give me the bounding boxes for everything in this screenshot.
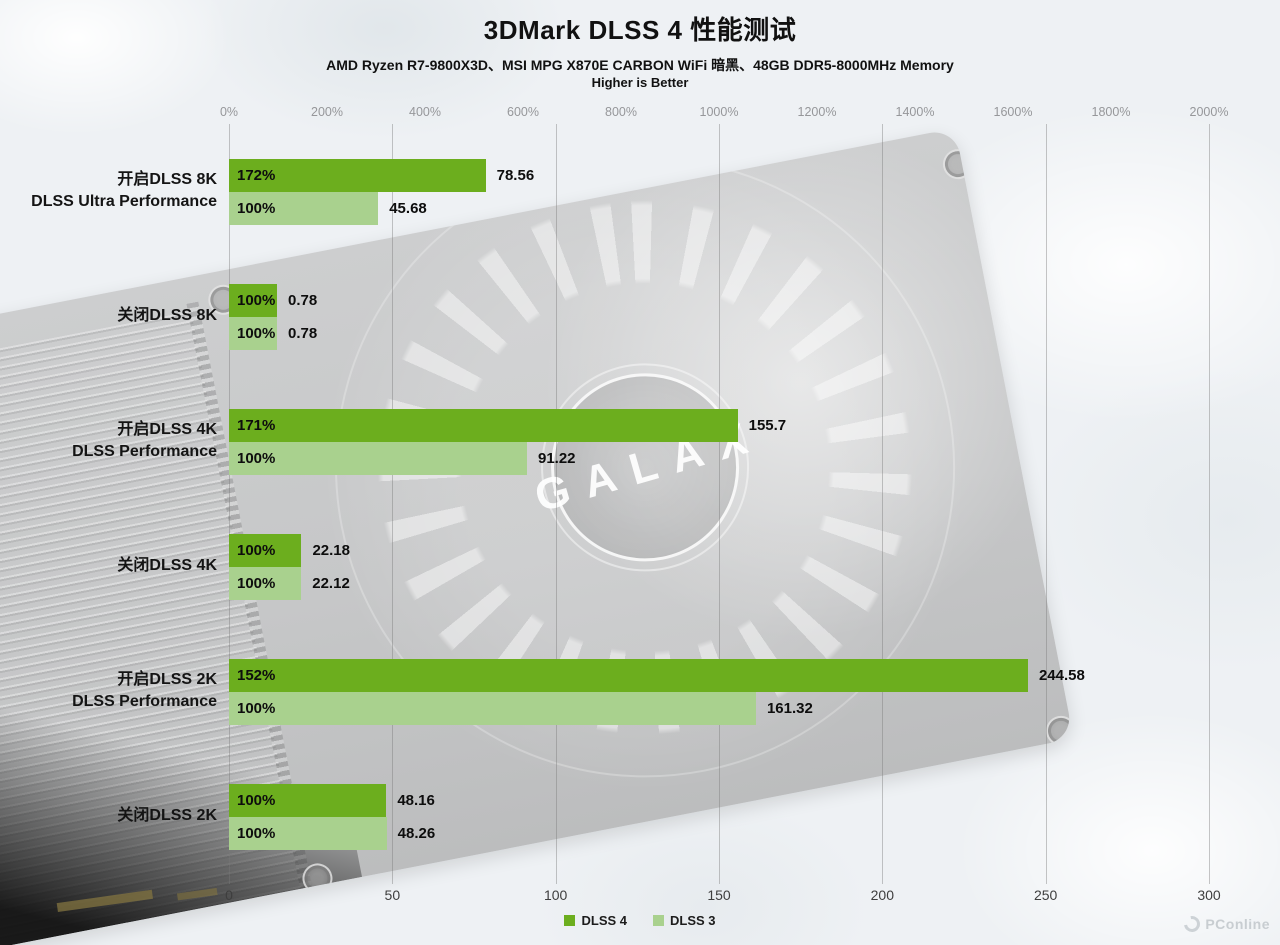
bar-value-label: 22.18 xyxy=(312,542,350,559)
bar-dlss-4: 100% xyxy=(229,534,302,567)
bar-percent-label: 100% xyxy=(237,450,276,467)
bottom-axis-label: 50 xyxy=(384,887,401,903)
bottom-axis-label: 250 xyxy=(1033,887,1058,903)
bar-percent-label: 100% xyxy=(237,542,276,559)
bar-dlss-3: 100% xyxy=(229,567,302,600)
bar-value-label: 22.12 xyxy=(312,575,350,592)
bar-value-label: 48.16 xyxy=(397,792,435,809)
legend-item: DLSS 4 xyxy=(564,913,627,928)
category-label-line: 开启DLSS 2K xyxy=(117,671,217,688)
bar-percent-label: 100% xyxy=(237,575,276,592)
bar-dlss-4: 172% xyxy=(229,159,486,192)
bottom-axis-label: 150 xyxy=(707,887,731,903)
top-axis-label: 600% xyxy=(507,105,539,119)
legend-label: DLSS 4 xyxy=(581,913,627,928)
category-label: 关闭DLSS 2K xyxy=(0,805,217,827)
gridline xyxy=(719,124,720,884)
category-label: 关闭DLSS 8K xyxy=(0,305,217,327)
top-axis-label: 800% xyxy=(605,105,637,119)
bar-dlss-3: 100% xyxy=(229,317,277,350)
legend-swatch xyxy=(564,915,576,926)
category-label: 关闭DLSS 4K xyxy=(0,555,217,577)
legend: DLSS 4 DLSS 3 xyxy=(0,913,1280,928)
pconline-icon xyxy=(1181,912,1204,936)
pconline-label: PConline xyxy=(1205,916,1270,932)
bar-percent-label: 152% xyxy=(237,667,276,684)
bar-value-label: 45.68 xyxy=(389,200,427,217)
top-axis-label: 1400% xyxy=(895,105,935,119)
category-label: 开启DLSS 8K DLSS Ultra Performance xyxy=(0,169,217,213)
top-axis-label: 0% xyxy=(219,105,239,119)
bar-value-label: 244.58 xyxy=(1038,667,1085,684)
legend-swatch xyxy=(653,915,664,926)
bottom-axis-label: 0 xyxy=(225,887,233,903)
top-axis-label: 200% xyxy=(311,105,343,119)
top-axis-label: 2000% xyxy=(1189,105,1229,119)
pconline-watermark: PConline xyxy=(1181,912,1270,936)
bar-value-label: 48.26 xyxy=(397,825,436,842)
chart-note: Higher is Better xyxy=(591,75,689,90)
bar-value-label: 0.78 xyxy=(288,292,318,309)
category-label-line: 开启DLSS 8K xyxy=(117,171,217,188)
category-label: 开启DLSS 2K DLSS Performance xyxy=(0,669,217,713)
gridline xyxy=(882,124,884,884)
bottom-axis-label: 200 xyxy=(870,887,894,903)
legend-label: DLSS 3 xyxy=(670,913,716,928)
bar-percent-label: 172% xyxy=(237,167,276,184)
category-label-line: 关闭DLSS 4K xyxy=(117,557,217,574)
bar-dlss-3: 100% xyxy=(229,692,756,725)
category-label-line: 关闭DLSS 8K xyxy=(117,307,217,324)
category-label-line: DLSS Performance xyxy=(72,443,217,460)
bar-value-label: 0.78 xyxy=(288,325,318,342)
chart-subtitle: AMD Ryzen R7-9800X3D、MSI MPG X870E CARBO… xyxy=(326,57,954,73)
bar-percent-label: 100% xyxy=(237,825,276,842)
bar-dlss-3: 100% xyxy=(229,817,387,850)
bar-percent-label: 100% xyxy=(237,792,276,809)
bar-dlss-4: 100% xyxy=(229,284,277,317)
bottom-axis-label: 300 xyxy=(1197,887,1221,903)
top-axis-label: 1600% xyxy=(993,105,1033,119)
bar-dlss-3: 100% xyxy=(229,442,527,475)
top-axis-label: 1000% xyxy=(699,105,739,119)
category-label-line: DLSS Ultra Performance xyxy=(31,193,217,210)
bottom-axis-label: 100 xyxy=(543,887,568,903)
bar-percent-label: 100% xyxy=(237,200,276,217)
gridline xyxy=(555,124,557,884)
gridline xyxy=(229,124,230,884)
bar-dlss-4: 100% xyxy=(229,784,387,817)
bar-value-label: 78.56 xyxy=(496,167,535,184)
bar-value-label: 161.32 xyxy=(766,700,813,717)
category-label-line: 开启DLSS 4K xyxy=(117,421,217,438)
legend-item: DLSS 3 xyxy=(653,913,716,928)
category-label: 开启DLSS 4K DLSS Performance xyxy=(0,419,217,463)
bar-dlss-4: 171% xyxy=(229,409,738,442)
bar-percent-label: 100% xyxy=(237,325,276,342)
top-axis-label: 1200% xyxy=(797,105,837,119)
chart-title: 3DMark DLSS 4 性能测试 xyxy=(483,15,797,45)
bar-value-label: 155.7 xyxy=(748,417,787,434)
gridline xyxy=(392,124,394,884)
bar-value-label: 91.22 xyxy=(537,450,576,467)
gridline xyxy=(1209,124,1210,884)
bar-dlss-3: 100% xyxy=(229,192,379,225)
bar-dlss-4: 152% xyxy=(229,659,1028,692)
category-label-line: 关闭DLSS 2K xyxy=(117,807,217,824)
bar-percent-label: 171% xyxy=(237,417,276,434)
bar-percent-label: 100% xyxy=(237,292,276,309)
top-axis-label: 1800% xyxy=(1091,105,1131,119)
bar-percent-label: 100% xyxy=(237,700,276,717)
gridline xyxy=(1045,124,1047,884)
category-label-line: DLSS Performance xyxy=(72,693,217,710)
top-axis-label: 400% xyxy=(409,105,441,119)
